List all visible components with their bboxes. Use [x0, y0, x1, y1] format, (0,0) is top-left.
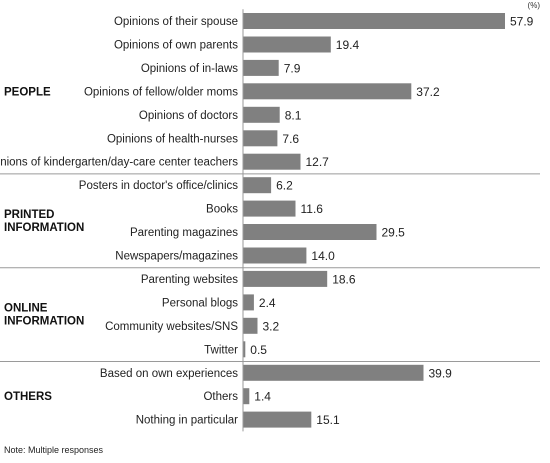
bar — [243, 153, 301, 170]
value-label: 19.4 — [336, 38, 360, 52]
category-label: Newspapers/magazines — [115, 251, 238, 263]
category-label: Books — [206, 204, 238, 216]
bar — [243, 411, 312, 428]
value-label: 18.6 — [332, 272, 356, 286]
bar — [243, 364, 424, 381]
category-label: Posters in doctor's office/clinics — [79, 180, 238, 192]
unit-label: (%) — [528, 1, 541, 10]
category-label: Nothing in particular — [136, 415, 238, 427]
bar — [243, 341, 246, 358]
bar — [243, 247, 307, 264]
bar — [243, 106, 280, 123]
category-label: Opinions of in-laws — [141, 63, 238, 75]
value-label: 1.4 — [254, 390, 271, 404]
category-label: Opinions of own parents — [114, 40, 238, 52]
group-label: ONLINE — [4, 303, 48, 315]
value-label: 8.1 — [285, 108, 302, 122]
value-label: 7.9 — [284, 61, 301, 75]
value-label: 15.1 — [316, 413, 340, 427]
category-label: Based on own experiences — [100, 368, 238, 380]
bar — [243, 177, 272, 194]
value-label: 12.7 — [306, 155, 330, 169]
group-label: INFORMATION — [4, 222, 84, 234]
value-label: 7.6 — [282, 132, 299, 146]
value-label: 29.5 — [382, 226, 406, 240]
category-label: Opinions of kindergarten/day-care center… — [0, 157, 238, 169]
bar — [243, 13, 505, 29]
value-label: 3.2 — [263, 319, 280, 333]
category-label: Parenting magazines — [130, 227, 238, 239]
bar — [243, 83, 412, 100]
value-label: 0.5 — [250, 343, 267, 357]
bar — [243, 130, 278, 147]
category-label: Twitter — [204, 344, 238, 356]
category-label: Personal blogs — [162, 297, 238, 309]
value-label: 2.4 — [259, 296, 276, 310]
bar — [243, 317, 258, 334]
bar — [243, 36, 331, 53]
category-label: Parenting websites — [141, 274, 238, 286]
bar — [243, 59, 279, 76]
value-label: 14.0 — [311, 249, 335, 263]
category-label: Community websites/SNS — [105, 321, 238, 333]
note-text: Note: Multiple responses — [4, 445, 104, 455]
group-label: PEOPLE — [4, 86, 51, 98]
category-label: Opinions of doctors — [139, 110, 238, 122]
bar — [243, 294, 254, 311]
bar — [243, 224, 377, 240]
category-label: Others — [203, 391, 238, 403]
category-label: Opinions of health-nurses — [107, 133, 238, 145]
bar — [243, 270, 328, 287]
bar — [243, 200, 296, 217]
value-label: 11.6 — [301, 202, 324, 216]
category-label: Opinions of fellow/older moms — [84, 86, 238, 98]
group-label: OTHERS — [4, 391, 52, 403]
value-label: 39.9 — [429, 366, 453, 380]
value-label: 37.2 — [416, 85, 440, 99]
group-label: PRINTED — [4, 209, 54, 221]
group-label: INFORMATION — [4, 316, 84, 328]
category-label: Opinions of their spouse — [114, 16, 238, 28]
value-label: 6.2 — [276, 179, 293, 193]
bar — [243, 388, 250, 405]
value-label: 57.9 — [510, 15, 534, 29]
